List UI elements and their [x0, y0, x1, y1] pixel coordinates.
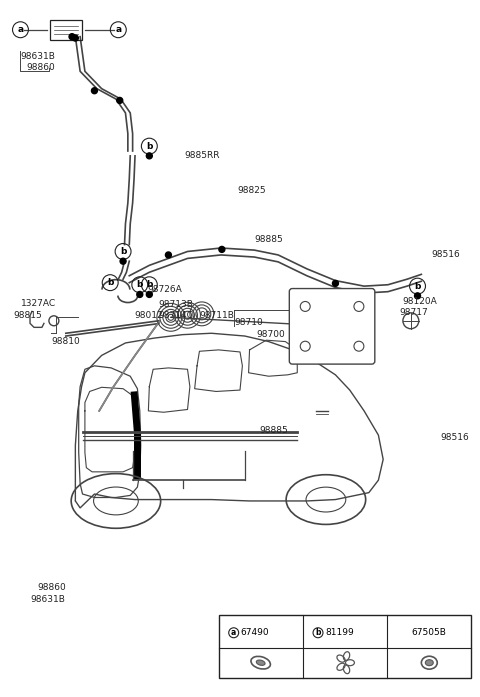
Text: 98710: 98710 [234, 318, 263, 327]
Circle shape [72, 35, 78, 41]
Text: a: a [115, 25, 121, 34]
Circle shape [137, 291, 143, 298]
Bar [50, 20, 82, 40]
Text: 98885: 98885 [254, 234, 283, 243]
Text: 98012: 98012 [134, 311, 163, 320]
Text: 1327AC: 1327AC [22, 299, 57, 308]
Text: 98713B: 98713B [159, 300, 194, 309]
Text: 98860: 98860 [37, 583, 66, 592]
Circle shape [146, 291, 152, 298]
Text: 98516: 98516 [441, 433, 469, 442]
Text: 98810: 98810 [51, 337, 80, 346]
Text: 67505B: 67505B [412, 628, 447, 637]
Circle shape [92, 88, 97, 93]
Text: 98860: 98860 [27, 63, 55, 72]
Ellipse shape [425, 659, 433, 666]
Text: a: a [17, 25, 24, 34]
Bar [218, 615, 471, 677]
Circle shape [415, 293, 420, 299]
Text: 81199: 81199 [325, 628, 354, 637]
Circle shape [166, 252, 171, 258]
Text: b: b [146, 280, 153, 289]
Circle shape [120, 258, 126, 264]
Text: 98825: 98825 [238, 186, 266, 195]
Text: 98714C: 98714C [159, 311, 194, 320]
Text: 9885RR: 9885RR [184, 151, 220, 160]
Text: 98711B: 98711B [199, 311, 234, 320]
Text: 98631B: 98631B [30, 595, 65, 604]
Text: b: b [120, 247, 126, 256]
Circle shape [146, 153, 152, 159]
Text: 67490: 67490 [240, 628, 269, 637]
Ellipse shape [256, 660, 265, 666]
Circle shape [219, 247, 225, 252]
Text: 98717: 98717 [400, 308, 429, 317]
Circle shape [117, 98, 123, 103]
Text: 98516: 98516 [431, 250, 460, 259]
Text: 98815: 98815 [13, 312, 42, 321]
Text: b: b [414, 282, 420, 291]
Text: b: b [146, 141, 153, 151]
Text: b: b [315, 628, 321, 637]
FancyBboxPatch shape [289, 289, 375, 364]
Text: b: b [107, 278, 113, 287]
Text: b: b [137, 280, 143, 289]
Text: 98700: 98700 [257, 330, 286, 339]
Text: 98885: 98885 [259, 426, 288, 435]
Text: a: a [231, 628, 236, 637]
Circle shape [333, 280, 338, 286]
Text: 98726A: 98726A [147, 285, 182, 294]
Text: 98631B: 98631B [21, 52, 55, 61]
Circle shape [69, 33, 75, 40]
Text: 98120A: 98120A [402, 297, 437, 306]
